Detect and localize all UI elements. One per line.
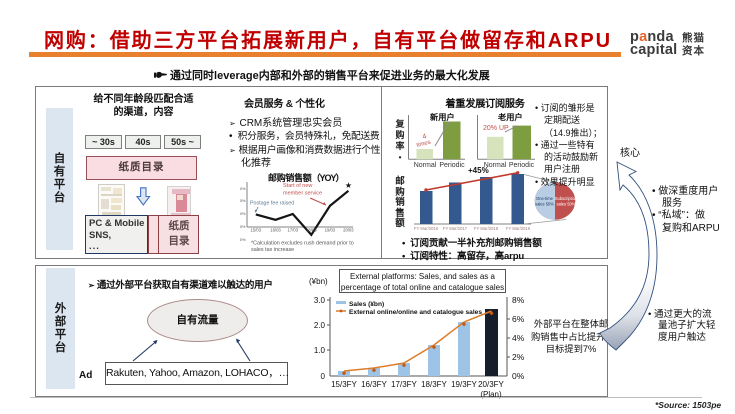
svg-text:2.0: 2.0 — [314, 321, 326, 330]
svg-text:Normal: Normal — [414, 162, 437, 169]
svg-text:0.0%: 0.0% — [240, 224, 246, 229]
svg-text:17/3FY: 17/3FY — [391, 380, 417, 389]
svg-text:1.0: 1.0 — [314, 346, 326, 355]
svg-text:6%: 6% — [512, 314, 525, 324]
svg-text:*Calculation excludes rush dem: *Calculation excludes rush demand prior … — [251, 241, 354, 247]
svg-text:sales 50%: sales 50% — [535, 202, 554, 207]
svg-text:times: times — [416, 140, 431, 149]
svg-text:FY Mar/2016: FY Mar/2016 — [414, 226, 439, 231]
svg-text:member service: member service — [283, 191, 322, 197]
svg-text:sales tax increase: sales tax increase — [251, 247, 294, 253]
svg-text:+45%: +45% — [468, 166, 489, 175]
svg-text:8%: 8% — [512, 295, 525, 305]
svg-text:20/03: 20/03 — [343, 228, 354, 233]
svg-text:One-time: One-time — [536, 196, 554, 201]
svg-text:FY Mar/2018: FY Mar/2018 — [474, 226, 499, 231]
svg-text:2%: 2% — [512, 352, 525, 362]
svg-text:18/3FY: 18/3FY — [421, 380, 447, 389]
svg-text:External online/online and cat: External online/online and catalogue sal… — [349, 309, 482, 316]
svg-text:16/03: 16/03 — [270, 228, 281, 233]
svg-text:17/03: 17/03 — [288, 228, 299, 233]
svg-text:18/03: 18/03 — [306, 228, 317, 233]
svg-text:19/03: 19/03 — [325, 228, 336, 233]
svg-text:FY Mar/2017: FY Mar/2017 — [443, 226, 468, 231]
svg-text:15/03: 15/03 — [251, 228, 262, 233]
svg-text:4.0%: 4.0% — [240, 211, 246, 216]
svg-text:Start of new: Start of new — [283, 183, 312, 189]
svg-text:15/3FY: 15/3FY — [331, 380, 357, 389]
svg-text:Postage fee raised: Postage fee raised — [250, 201, 294, 207]
svg-text:★: ★ — [345, 181, 352, 190]
svg-text:Periodic: Periodic — [509, 162, 535, 169]
svg-text:Sales (¥bn): Sales (¥bn) — [349, 301, 384, 308]
svg-text:(Plan): (Plan) — [480, 390, 502, 399]
svg-text:20% UP: 20% UP — [483, 125, 509, 132]
svg-text:4%: 4% — [512, 333, 525, 343]
svg-text:3.0: 3.0 — [314, 296, 326, 305]
svg-text:Periodic: Periodic — [439, 162, 465, 169]
svg-text:-4.0%: -4.0% — [240, 237, 246, 242]
svg-text:4: 4 — [422, 133, 428, 141]
svg-text:0: 0 — [321, 372, 326, 381]
svg-text:16/3FY: 16/3FY — [361, 380, 387, 389]
svg-text:Normal: Normal — [484, 162, 507, 169]
svg-text:sales 50%: sales 50% — [557, 202, 576, 207]
svg-text:FY Mar/2019: FY Mar/2019 — [506, 226, 531, 231]
svg-text:Subscription: Subscription — [555, 196, 578, 201]
svg-text:19/3FY: 19/3FY — [451, 380, 477, 389]
svg-text:8.0%: 8.0% — [240, 198, 246, 203]
svg-text:12.0%: 12.0% — [240, 186, 246, 191]
svg-text:0%: 0% — [512, 371, 525, 381]
svg-text:20/3FY: 20/3FY — [478, 380, 504, 389]
